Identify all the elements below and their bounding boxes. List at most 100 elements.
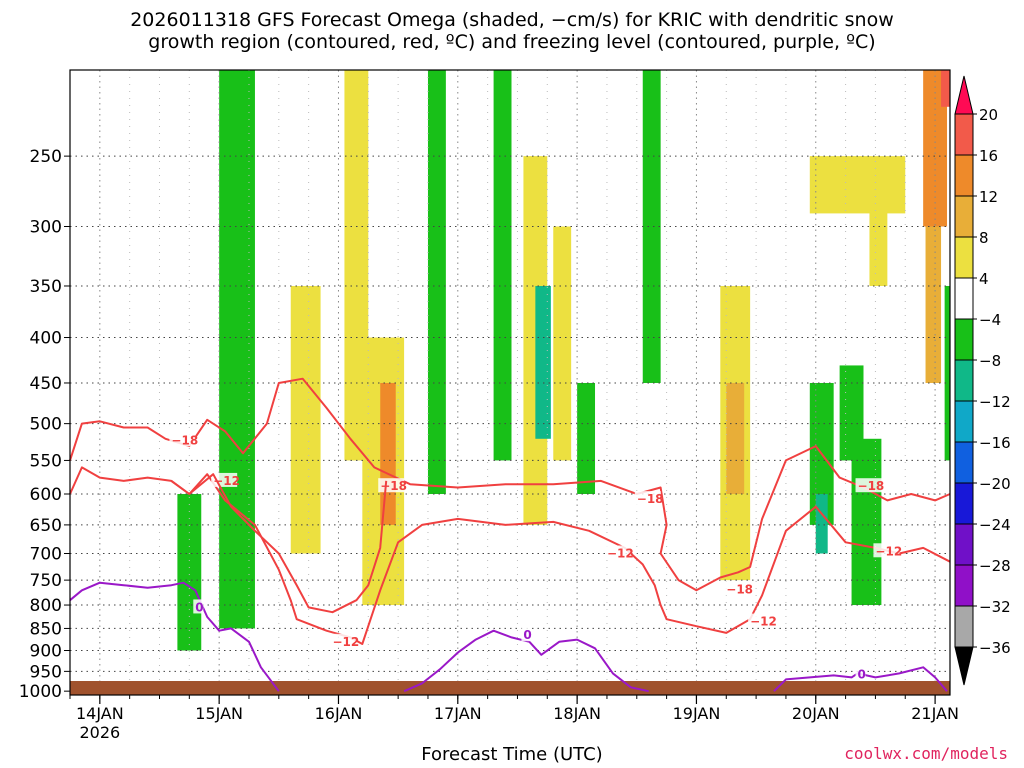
y-tick-label-14: 950 (30, 662, 62, 682)
y-tick-label-15: 1000 (19, 682, 62, 702)
y-tick-label-3: 400 (30, 329, 62, 349)
colorbar-label-7: −12 (979, 393, 1011, 411)
y-tick-label-10: 750 (30, 571, 62, 591)
colorbar-segment-11 (954, 523, 974, 566)
contour-label-0-3: −18 (726, 582, 753, 596)
colorbar-label-4: 4 (979, 270, 989, 288)
shaded-region-10 (535, 285, 551, 439)
colorbar-label-11: −28 (979, 557, 1011, 575)
colorbar-segment-9 (954, 441, 974, 484)
y-tick-label-0: 250 (30, 147, 62, 167)
contour-label-0-1: −18 (380, 479, 407, 493)
shaded-region-2 (290, 285, 321, 554)
contour-label-bg (169, 432, 196, 447)
x-axis-label: Forecast Time (UTC) (421, 744, 603, 765)
colorbar-label-8: −16 (979, 434, 1011, 452)
colorbar-segment-8 (954, 400, 974, 443)
shaded-region-20 (869, 199, 888, 286)
x-tick-label-0: 14JAN (76, 704, 124, 723)
contour-label-bg (521, 627, 532, 642)
colorbar-segment-12 (954, 564, 974, 607)
shaded-region-6 (427, 70, 446, 495)
x-tick-label-1: 15JAN (195, 704, 243, 723)
y-tick-label-12: 850 (30, 619, 62, 639)
chart-title-line-2: growth region (contoured, red, ºC) and f… (148, 31, 876, 53)
contour-label-1-3: −12 (750, 615, 777, 629)
y-tick-label-5: 500 (30, 415, 62, 435)
contour-label-bg (873, 543, 900, 558)
colorbar-segment-1 (954, 113, 974, 156)
colorbar-label-6: −8 (979, 352, 1001, 370)
x-tick-label-2: 16JAN (315, 704, 363, 723)
shaded-region-7 (493, 70, 512, 461)
contour-label-1-2: −12 (607, 547, 634, 561)
shaded-region-14 (726, 382, 745, 495)
colorbar-label-10: −24 (979, 516, 1011, 534)
colorbar-segment-3 (954, 195, 974, 238)
y-tick-label-4: 450 (30, 374, 62, 394)
y-axis-ticks: 2503003504004505005506006507007508008509… (19, 147, 70, 702)
contour-label-5-0: 0 (858, 668, 866, 682)
colorbar-segment-5 (954, 277, 974, 320)
colorbar-label-13: −36 (979, 639, 1011, 657)
colorbar-segment-7 (954, 359, 974, 402)
contour-label-bg (855, 666, 866, 681)
y-tick-label-13: 900 (30, 641, 62, 661)
y-tick-label-9: 700 (30, 545, 62, 565)
y-tick-label-6: 550 (30, 451, 62, 471)
shaded-region-5 (380, 382, 396, 525)
x-tick-label-3: 17JAN (434, 704, 482, 723)
contour-label-0-4: −18 (858, 479, 885, 493)
shaded-region-0 (219, 70, 255, 629)
x-tick-label-5: 19JAN (673, 704, 721, 723)
contour-label-bg (330, 633, 357, 648)
colorbar-label-9: −20 (979, 475, 1011, 493)
shaded-region-16 (815, 494, 828, 554)
x-tick-label-7: 21JAN (911, 704, 959, 723)
colorbar-bottom-arrow (954, 646, 974, 686)
colorbar-label-1: 16 (979, 147, 998, 165)
shaded-region-12 (642, 70, 661, 383)
colorbar-segment-6 (954, 318, 974, 361)
y-tick-label-7: 600 (30, 485, 62, 505)
credit-text: coolwx.com/models (844, 744, 1008, 763)
contour-label-4-0: 0 (523, 628, 531, 642)
shaded-region-24 (941, 70, 950, 107)
contour-label-0-2: −18 (637, 492, 664, 506)
colorbar-segment-13 (954, 605, 974, 648)
x-tick-label-4: 18JAN (553, 704, 601, 723)
contour-label-bg (634, 491, 661, 506)
colorbar-segment-2 (954, 154, 974, 197)
contour-label-1-1: −12 (333, 635, 360, 649)
contour-label-bg (724, 581, 751, 596)
colorbar-label-3: 8 (979, 229, 989, 247)
shaded-region-9 (553, 226, 572, 461)
contour-label-3-0: 0 (195, 600, 203, 614)
contour-label-0-0: −18 (171, 433, 198, 447)
colorbar-label-12: −32 (979, 598, 1011, 616)
shaded-region-18 (851, 438, 882, 606)
contour-label-bg (193, 599, 204, 614)
contour-label-bg (604, 545, 631, 560)
colorbar-label-2: 12 (979, 188, 998, 206)
contour-label-1-4: −12 (875, 544, 902, 558)
ground-surface (70, 681, 950, 695)
x-tick-label-6: 20JAN (792, 704, 840, 723)
colorbar: 20 16 12 8 4 −4 −8 −12 −16 −20 −24 −28 −32 −36 (954, 75, 1011, 686)
contour-label-bg (748, 613, 775, 628)
colorbar-segment-4 (954, 236, 974, 279)
shaded-region-23 (944, 285, 950, 461)
y-tick-label-2: 350 (30, 277, 62, 297)
colorbar-label-5: −4 (979, 311, 1001, 329)
shaded-region-1 (177, 494, 202, 651)
shaded-region-11 (577, 382, 596, 495)
y-tick-label-8: 650 (30, 516, 62, 536)
shaded-region-19 (809, 156, 906, 214)
omega-shading (177, 70, 950, 651)
colorbar-label-0: 20 (979, 106, 998, 124)
y-tick-label-11: 800 (30, 596, 62, 616)
shaded-region-22 (925, 226, 942, 383)
